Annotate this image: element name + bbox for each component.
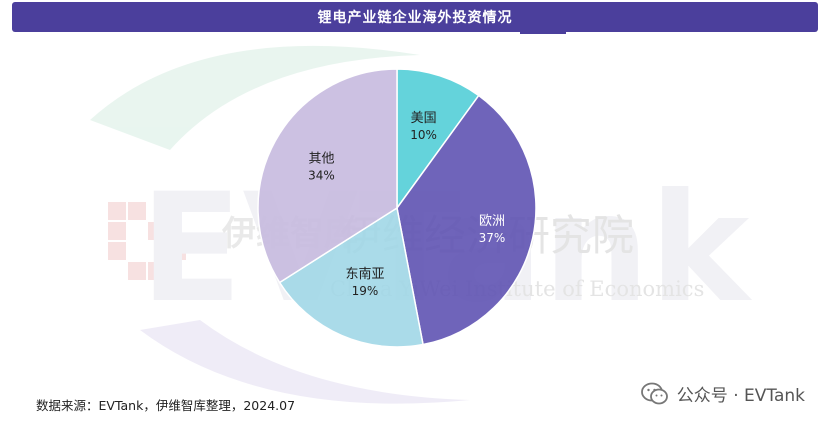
pie-value-label-2: 19% <box>352 284 379 298</box>
pie-slice-1 <box>396 94 537 346</box>
watermark-swoosh-lavender <box>140 320 470 404</box>
wechat-icon <box>640 382 668 404</box>
data-source-note: 数据来源：EVTank，伊维智库整理，2024.07 <box>36 398 296 413</box>
pie-slice-2 <box>278 206 424 348</box>
watermark-logo-grid <box>108 202 186 280</box>
watermark-swoosh-green <box>90 45 420 150</box>
wechat-account-label: 公众号 · EVTank <box>676 386 805 406</box>
pie-value-label-3: 34% <box>308 168 335 182</box>
pie-value-label-1: 37% <box>479 231 506 245</box>
pie-label-1: 欧洲 <box>479 214 505 229</box>
pie-slice-3 <box>257 68 398 284</box>
pie-label-2: 东南亚 <box>345 266 384 282</box>
wechat-account: 公众号 · EVTank <box>640 381 805 406</box>
title-bar: 锂电产业链企业海外投资情况 <box>12 2 818 32</box>
pie-label-3: 其他 <box>308 151 334 166</box>
chart-title: 锂电产业链企业海外投资情况 <box>317 10 513 26</box>
pie-slices <box>257 68 537 348</box>
title-bar-notch <box>520 30 566 34</box>
pie-value-label-0: 10% <box>410 128 437 142</box>
pie-labels: 美国 10% 欧洲 37% 东南亚 19% 其他 34% <box>308 111 505 298</box>
pie-slice-0 <box>396 68 480 211</box>
pie-label-0: 美国 <box>411 111 437 126</box>
